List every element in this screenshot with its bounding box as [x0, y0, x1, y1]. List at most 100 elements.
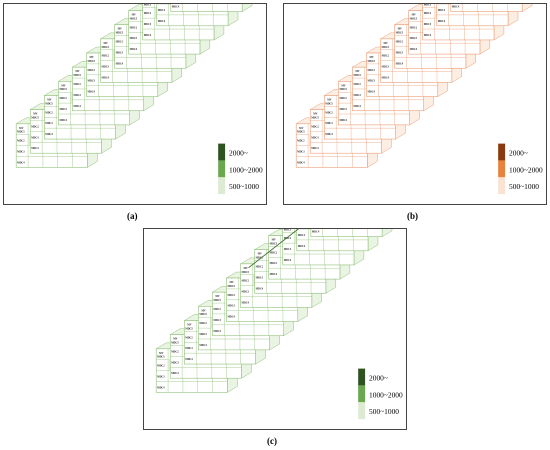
legend-label: 1000~2000 — [369, 390, 403, 399]
cell-header-label: MDC5 — [185, 327, 193, 330]
cell-row-label: MDC4 — [185, 358, 193, 361]
cell-header-label: MDC5 — [297, 131, 305, 134]
cell-header-label: MV — [215, 295, 219, 298]
cell-header-label: MDC5 — [227, 285, 235, 288]
cell-row-label: MDC3 — [339, 108, 347, 111]
cell-row-label: MDC3 — [45, 122, 53, 125]
legend-label: 500~1000 — [229, 182, 259, 191]
cell-row-label: MDC3 — [438, 9, 446, 12]
cell-row-label: MDC4 — [410, 48, 418, 51]
cell-header-label: MV — [187, 323, 191, 326]
cell-header-label: MV — [299, 127, 303, 130]
cell-row-label: MDC4 — [284, 259, 292, 262]
cell-row-label: MDC2 — [311, 125, 319, 128]
cell-header-label: MDC5 — [31, 117, 39, 120]
cell-row-label: MDC3 — [87, 80, 95, 83]
cell-row-label: MDC4 — [270, 273, 278, 276]
cell-row-label: MDC2 — [284, 237, 292, 240]
legend: 2000~ 1000~2000 500~1000 — [358, 368, 403, 420]
cell-header-label: MDC5 — [199, 313, 207, 316]
cell-row-label: MDC4 — [59, 119, 67, 122]
cell-header-label: MDC5 — [45, 102, 53, 105]
cell-header-label: MDC5 — [116, 32, 124, 35]
cell-header-label: MV — [33, 113, 37, 116]
cell-row-label: MDC2 — [297, 140, 305, 143]
cube-stack-diagram-a: MVMDC5MDC1MDC2MDC3MDC4MDC2MDC3MDC4MVMDC5… — [15, 4, 263, 195]
legend-label: 500~1000 — [369, 407, 399, 416]
layer-side-face — [521, 4, 533, 13]
cell-header-label: MV — [159, 352, 163, 355]
layer-front-face — [170, 4, 243, 12]
legend-swatch — [358, 368, 366, 386]
cell-header-label: MV — [369, 56, 373, 59]
cell-row-label: MDC2 — [410, 26, 418, 29]
cell-header-label: MV — [313, 113, 317, 116]
cell-row-label: MDC4 — [31, 147, 39, 150]
cell-header-label: MDC5 — [73, 74, 81, 77]
cell-row-label: MDC3 — [382, 66, 390, 69]
layer-block: MVMDC5MDC1MDC2MDC3MDC4MDC2MDC3MDC4 — [170, 4, 253, 13]
legend-swatch — [218, 177, 226, 195]
layer-block: MVMDC5MDC1MDC2MDC3MDC4MDC2MDC3MDC4 — [310, 229, 393, 238]
cell-header-label: MV — [412, 13, 416, 16]
cell-header-label: MDC5 — [130, 17, 138, 20]
panel-a: MVMDC5MDC1MDC2MDC3MDC4MDC2MDC3MDC4MVMDC5… — [3, 3, 267, 205]
legend-swatch — [498, 143, 506, 161]
cube-stack-diagram-c: MVMDC5MDC1MDC2MDC3MDC4MDC2MDC3MDC4MVMDC5… — [155, 229, 403, 420]
cell-row-label: MDC4 — [256, 287, 264, 290]
cell-header-label: MV — [132, 13, 136, 16]
cell-header-label: MV — [398, 28, 402, 31]
cell-row-label: MDC3 — [297, 151, 305, 154]
cell-header-label: MV — [89, 56, 93, 59]
cell-header-label: MDC5 — [144, 4, 152, 6]
cell-row-label: MDC2 — [213, 308, 221, 311]
caption-a: (a) — [127, 211, 138, 221]
cell-row-label: MDC4 — [172, 6, 180, 9]
cell-header-label: MDC5 — [325, 102, 333, 105]
legend-swatch — [358, 402, 366, 420]
cell-header-label: MDC5 — [157, 356, 165, 359]
cell-row-label: MDC2 — [325, 111, 333, 114]
cell-header-label: MV — [355, 70, 359, 73]
layer-block: MVMDC5MDC1MDC2MDC3MDC4MDC2MDC3MDC4 — [450, 4, 533, 13]
cell-row-label: MDC2 — [424, 12, 432, 15]
cell-row-label: MDC4 — [227, 316, 235, 319]
cell-row-label: MDC3 — [116, 51, 124, 54]
cell-header-label: MV — [75, 70, 79, 73]
legend-swatch — [358, 385, 366, 403]
cell-row-label: MDC4 — [242, 301, 250, 304]
cell-row-label: MDC3 — [31, 136, 39, 139]
cell-row-label: MDC4 — [45, 133, 53, 136]
cell-row-label: MDC4 — [17, 161, 25, 164]
cell-header-label: MV — [327, 98, 331, 101]
cell-row-label: MDC4 — [424, 34, 432, 37]
cell-row-label: MDC2 — [157, 365, 165, 368]
cell-row-label: MDC4 — [396, 62, 404, 65]
legend-label: 500~1000 — [509, 182, 539, 191]
caption-b: (b) — [407, 211, 418, 221]
cell-header-label: MDC5 — [256, 257, 264, 260]
cell-header-label: MV — [47, 98, 51, 101]
caption-c: (c) — [267, 436, 277, 446]
cell-row-label: MDC2 — [396, 41, 404, 44]
cell-row-label: MDC3 — [256, 276, 264, 279]
legend-label: 2000~ — [229, 148, 248, 157]
cell-row-label: MDC3 — [185, 347, 193, 350]
cell-header-label: MDC5 — [284, 229, 292, 231]
cell-header-label: MDC5 — [242, 271, 250, 274]
cell-row-label: MDC4 — [102, 76, 110, 79]
legend-swatch — [498, 160, 506, 178]
cell-row-label: MDC3 — [73, 94, 81, 97]
cell-header-label: MDC5 — [410, 17, 418, 20]
cell-header-label: MDC5 — [59, 88, 67, 91]
cell-row-label: MDC3 — [424, 23, 432, 26]
cell-header-label: MV — [341, 84, 345, 87]
cell-header-label: MV — [258, 253, 262, 256]
cell-row-label: MDC3 — [367, 80, 375, 83]
cell-row-label: MDC2 — [185, 336, 193, 339]
cell-row-label: MDC2 — [31, 125, 39, 128]
cell-row-label: MDC4 — [438, 20, 446, 23]
cell-row-label: MDC2 — [242, 280, 250, 283]
cell-header-label: MV — [104, 42, 108, 45]
cell-header-label: MV — [173, 338, 177, 341]
